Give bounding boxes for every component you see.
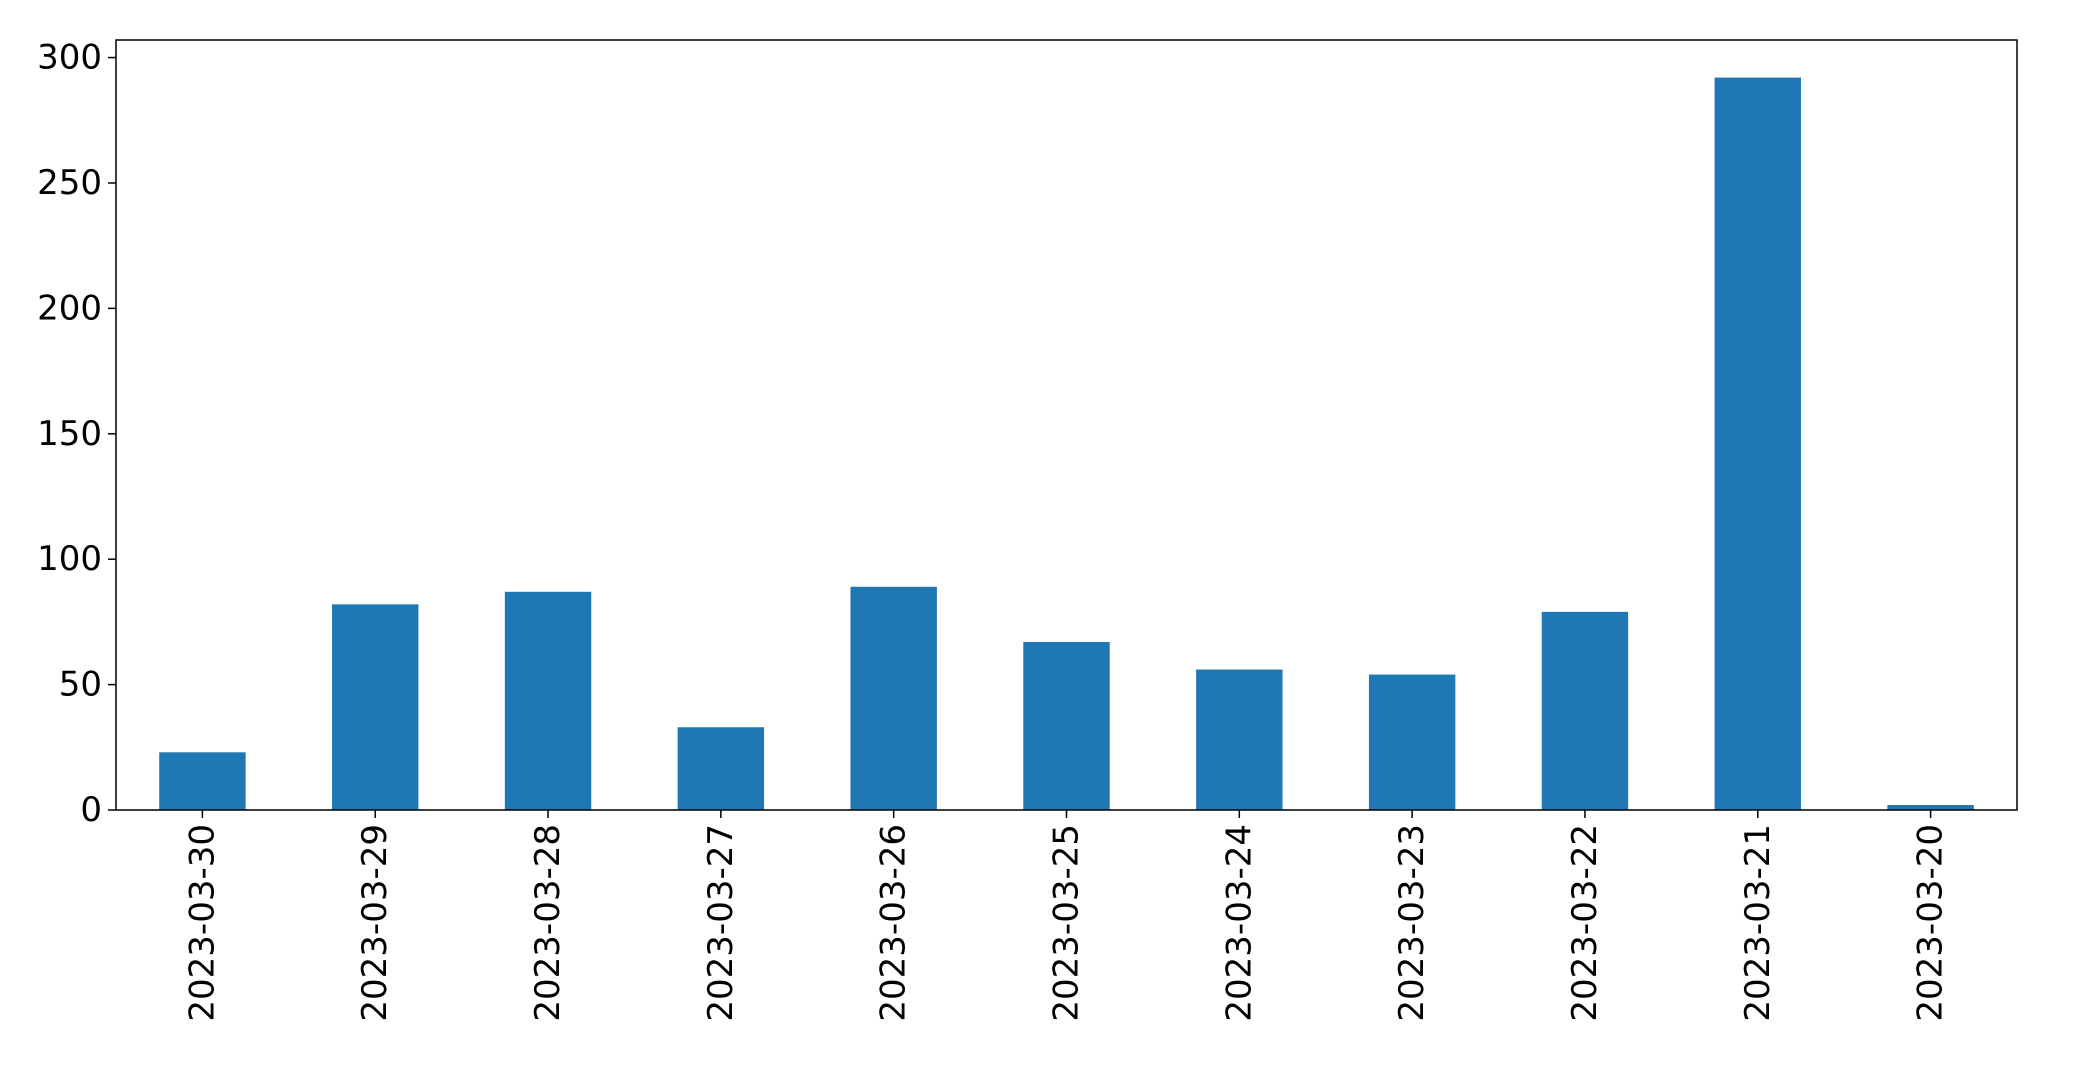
y-tick-label: 200	[37, 288, 102, 328]
bar-2023-03-22	[1541, 611, 1629, 810]
x-tick-label: 2023-03-27	[701, 824, 741, 1022]
x-tick-label: 2023-03-21	[1738, 824, 1778, 1022]
bar-2023-03-29	[332, 604, 419, 810]
bar-2023-03-25	[1023, 641, 1110, 810]
y-tick-label: 50	[59, 665, 102, 705]
y-tick-label: 0	[80, 790, 102, 830]
bar-2023-03-23	[1368, 674, 1456, 810]
y-axis: 0 50 100 150 200 250 300	[37, 38, 116, 830]
bar-2023-03-21	[1714, 77, 1801, 811]
y-tick-label: 250	[37, 163, 102, 203]
x-tick-label: 2023-03-26	[874, 824, 914, 1022]
x-tick-label: 2023-03-29	[355, 824, 395, 1022]
bar-2023-03-28	[504, 591, 592, 810]
bar-2023-03-27	[677, 727, 765, 810]
x-tick-label: 2023-03-20	[1911, 824, 1951, 1022]
y-tick-label: 100	[37, 539, 102, 579]
plot-frame	[115, 39, 2018, 811]
x-tick-label: 2023-03-23	[1392, 824, 1432, 1022]
bar-2023-03-30	[159, 752, 246, 810]
x-axis: 2023-03-30 2023-03-29 2023-03-28 2023-03-27…	[182, 810, 1951, 1022]
x-tick-label: 2023-03-28	[528, 824, 568, 1022]
bar-2023-03-24	[1196, 669, 1283, 810]
bars-layer	[159, 77, 1974, 811]
x-tick-label: 2023-03-30	[182, 824, 222, 1022]
y-tick-label: 300	[37, 38, 102, 78]
bar-2023-03-26	[850, 586, 937, 810]
bar-2023-03-20	[1887, 804, 1974, 810]
y-tick-label: 150	[37, 414, 102, 454]
x-tick-label: 2023-03-22	[1565, 824, 1605, 1022]
x-tick-label: 2023-03-24	[1219, 824, 1259, 1022]
x-tick-label: 2023-03-25	[1047, 824, 1087, 1022]
